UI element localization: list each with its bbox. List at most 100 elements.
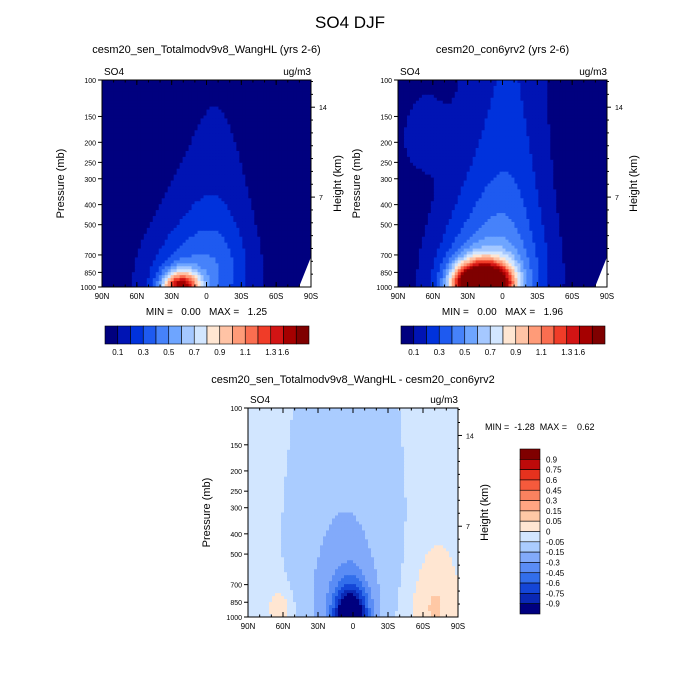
contour-cell [104,85,109,90]
contour-cell [239,239,243,244]
contour-cell [251,159,255,164]
contour-cell [260,162,264,167]
contour-cell [176,233,181,238]
contour-cell [254,171,258,176]
contour-cell [110,168,115,173]
contour-cell [221,82,226,87]
contour-cell [161,165,166,170]
contour-cell [116,204,121,208]
contour-cell [260,94,264,99]
contour-cell [137,218,142,223]
contour-cell [260,251,264,256]
contour-cell [110,156,115,161]
contour-cell [161,281,166,285]
contour-cell [263,242,267,247]
contour-cell [257,115,261,120]
contour-cell [164,94,169,99]
contour-cell [242,245,246,250]
contour-cell [176,159,181,164]
contour-cell [164,162,169,167]
contour-cell [245,269,249,273]
contour-cell [275,281,279,285]
contour-cell [137,106,142,111]
contour-cell [203,162,208,167]
contour-cell [227,260,231,264]
contour-cell [260,171,264,176]
contour-cell [215,257,220,261]
contour-cell [173,245,178,250]
contour-cell [254,278,258,282]
contour-cell [102,153,106,158]
contour-cell [185,218,190,223]
contour-cell [128,254,133,259]
contour-cell [179,115,184,120]
contour-cell [191,127,196,131]
contour-cell [284,218,288,223]
contour-cell [167,153,172,158]
contour-cell [155,174,160,179]
contour-cell [257,221,261,226]
contour-cell [110,263,115,267]
contour-cell [257,189,261,193]
y-tick-label: 100 [84,78,96,85]
contour-cell [102,242,106,247]
contour-cell [119,245,124,250]
contour-cell [104,168,109,173]
contour-cell [278,109,282,114]
contour-cell [113,133,118,137]
contour-cell [278,284,282,287]
contour-cell [119,260,124,264]
contour-cell [119,210,124,214]
contour-cell [125,221,130,226]
contour-cell [287,165,291,170]
contour-cell [251,153,255,158]
contour-cell [173,218,178,223]
contour-cell [236,195,240,199]
contour-cell [113,189,118,193]
contour-cell [125,218,130,223]
contour-cell [224,245,228,250]
contour-cell [173,213,178,217]
contour-cell [248,106,252,111]
contour-cell [149,221,154,226]
contour-cell [173,153,178,158]
contour-cell [110,269,115,273]
contour-cell [134,109,139,114]
contour-cell [227,207,231,211]
contour-cell [125,97,130,102]
contour-cell [110,207,115,211]
contour-cell [170,171,175,176]
contour-cell [179,230,184,235]
contour-cell [155,230,160,235]
contour-cell [245,127,249,131]
contour-cell [221,254,226,259]
contour-cell [167,236,172,241]
contour-cell [176,130,181,134]
contour-cell [281,207,285,211]
contour-cell [182,263,187,267]
contour-cell [131,94,136,99]
contour-cell [170,227,175,232]
contour-cell [251,121,255,125]
contour-cell [296,162,300,167]
contour-cell [305,133,309,137]
contour-cell [146,142,151,146]
contour-cell [290,266,294,270]
contour-cell [263,94,267,99]
contour-cell [104,80,109,84]
contour-cell [185,239,190,244]
contour-cell [116,162,121,167]
contour-cell [206,165,211,170]
contour-cell [236,106,240,111]
contour-cell [173,260,178,264]
contour-cell [164,82,169,87]
contour-cell [128,106,133,111]
contour-cell [248,192,252,196]
contour-cell [257,242,261,247]
contour-cell [128,192,133,196]
contour-cell [236,94,240,99]
contour-cell [221,130,226,134]
contour-cell [218,109,223,114]
contour-cell [116,218,121,223]
contour-cell [239,195,243,199]
